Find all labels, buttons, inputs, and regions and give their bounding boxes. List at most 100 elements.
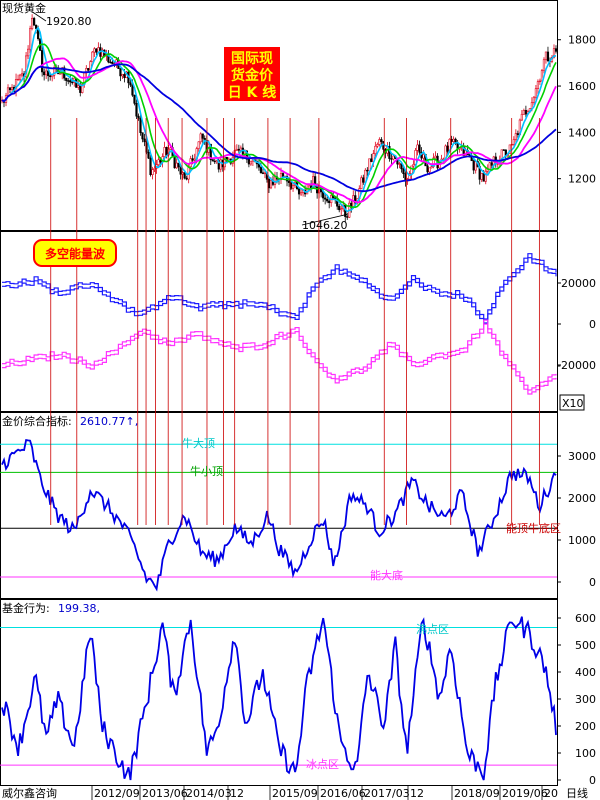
candle: [127, 70, 130, 89]
energy-badge: 多空能量波: [33, 239, 117, 267]
candle: [255, 158, 259, 169]
candle: [137, 113, 140, 121]
candle: [299, 188, 303, 196]
x10-box: X10: [559, 394, 585, 411]
candle: [33, 16, 36, 26]
candle: [87, 67, 90, 72]
candle: [480, 172, 483, 183]
candle: [143, 133, 146, 147]
candle: [418, 140, 421, 156]
y-tick-label: 300: [575, 693, 596, 706]
candle: [24, 51, 28, 80]
y-tick-label: 400: [575, 666, 596, 679]
candle: [426, 163, 429, 175]
composite-title: 金价综合指标:: [2, 414, 72, 428]
y-tick-label: 1800: [568, 34, 596, 47]
candle: [446, 141, 449, 155]
candle: [328, 199, 331, 209]
candle: [536, 79, 540, 95]
candle: [310, 180, 313, 193]
candle: [81, 82, 84, 94]
candle: [151, 166, 154, 180]
candle: [474, 161, 477, 174]
fund-value: 199.38,: [58, 602, 100, 615]
y-tick-label: 2000: [568, 492, 596, 505]
candle: [404, 170, 407, 187]
candle: [267, 176, 271, 194]
candle: [390, 152, 393, 165]
candle: [31, 14, 34, 31]
ma-long-line: [1, 63, 557, 193]
candle: [360, 175, 363, 190]
candle: [546, 46, 550, 63]
candle: [508, 144, 511, 155]
candle: [185, 175, 188, 181]
candle: [237, 144, 240, 153]
candle: [79, 80, 82, 97]
x-tick-label: 2012/09: [94, 787, 140, 800]
candle: [366, 167, 369, 177]
x-tick-label: 20: [544, 787, 558, 800]
candle: [147, 149, 150, 159]
y-tick-label: 1600: [568, 80, 596, 93]
title-badge: 国际现 货金价 日 K 线: [224, 47, 280, 101]
x-tick-label: 12: [230, 787, 244, 800]
y-tick-label: 1200: [568, 173, 596, 186]
candle: [378, 137, 381, 147]
badge-line-2: 货金价: [230, 67, 274, 84]
ref-bull-big-label: 牛大顶: [182, 436, 215, 450]
candle: [101, 47, 104, 57]
candle-title: 现货黄金: [2, 1, 46, 15]
candle: [362, 174, 365, 185]
candle: [26, 45, 30, 59]
candle: [109, 59, 112, 64]
candle: [488, 161, 491, 170]
short-energy-series: [2, 319, 557, 395]
candle: [484, 167, 487, 185]
y-tick-label: 600: [575, 612, 596, 625]
candle: [376, 142, 379, 149]
candle: [370, 153, 373, 163]
x-tick-label: 2018/09: [454, 787, 500, 800]
y-tick-label: 20000: [561, 277, 596, 290]
max-price-label: 1920.80: [46, 15, 92, 28]
candle: [20, 68, 24, 78]
y-tick-label: 100: [575, 747, 596, 760]
candle: [249, 160, 252, 166]
y-tick-label: 200: [575, 720, 596, 733]
candle-panel-frame: [0, 0, 558, 231]
candle: [93, 47, 96, 57]
composite-value: 2610.77↑,: [80, 415, 138, 428]
composite-line: [1, 438, 557, 592]
candle: [544, 51, 548, 64]
candle: [139, 114, 142, 136]
candle: [91, 51, 94, 63]
candle: [121, 73, 124, 79]
candle: [16, 74, 20, 81]
candle: [85, 65, 88, 77]
candle: [199, 132, 202, 145]
energy-badge-label: 多空能量波: [45, 246, 106, 261]
ref-neng-label: 能顶牛底区: [506, 521, 561, 535]
candle: [175, 158, 178, 169]
candle: [416, 140, 419, 156]
candle: [452, 136, 455, 144]
candle: [65, 77, 68, 86]
candle-panel: [0, 11, 558, 226]
candle: [324, 193, 327, 205]
ref-neng-big-label: 能大底: [370, 568, 403, 582]
candle: [177, 162, 180, 172]
max-pointer: [31, 11, 47, 22]
candle: [554, 45, 558, 54]
candle: [336, 194, 339, 210]
ma-slow-line: [1, 57, 557, 204]
candle: [434, 151, 437, 159]
min-price-label: 1046.20: [302, 219, 348, 232]
candle: [67, 78, 70, 85]
candle: [520, 109, 523, 122]
candle: [43, 68, 46, 81]
candle: [135, 99, 138, 119]
candle: [119, 68, 122, 82]
x-tick-label: 12: [410, 787, 424, 800]
